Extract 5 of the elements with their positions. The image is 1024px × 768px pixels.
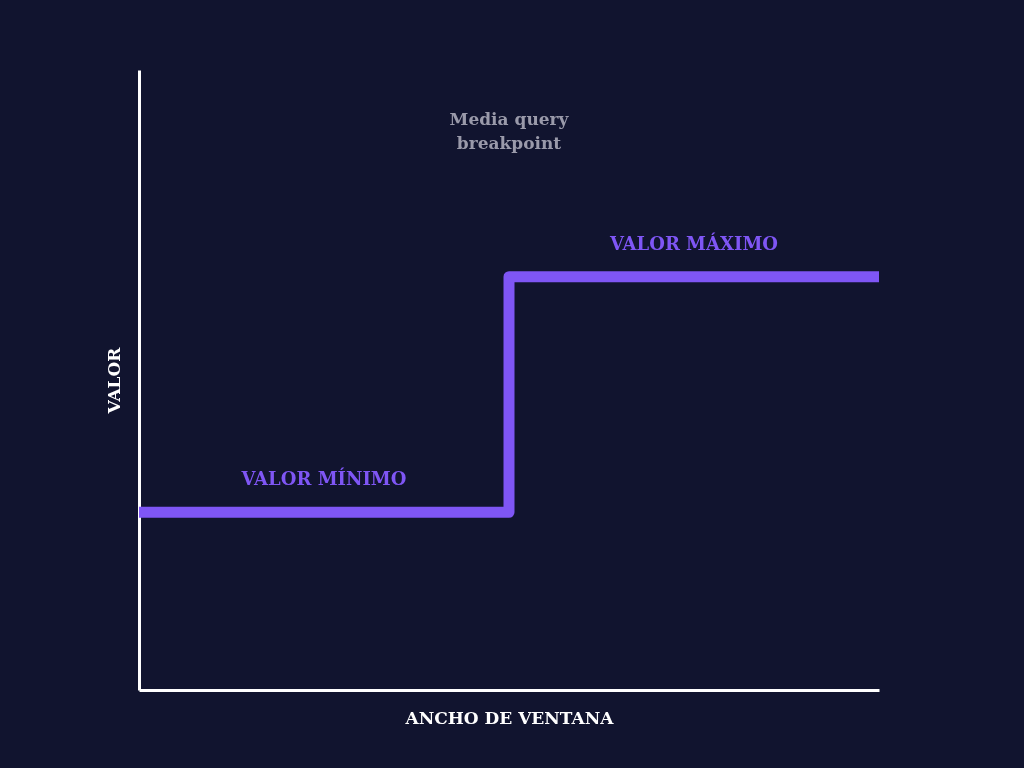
annotation: VALOR MÍNIMO [240,467,407,490]
text: Media query breakpoint [449,108,570,153]
annotation: VALOR MÁXIMO [609,231,778,254]
x-axis-title: ANCHO DE VENTANA [404,707,615,728]
y-axis-title: VALOR [103,346,124,415]
